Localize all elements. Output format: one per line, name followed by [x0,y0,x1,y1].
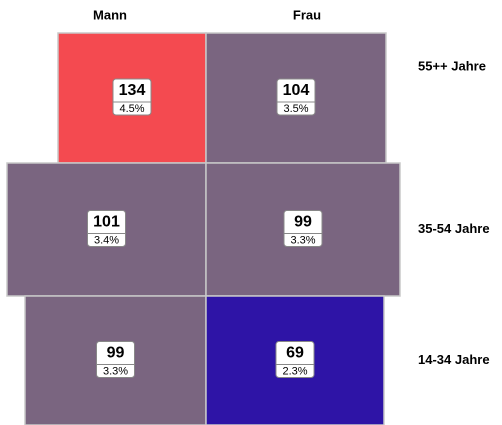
row-label: 14-34 Jahre [418,352,490,367]
label-box [112,78,152,116]
cell-value: 104 [283,82,310,99]
cell-value: 134 [119,82,146,99]
label-box [283,210,323,247]
cell-share: 3.5% [283,103,308,115]
label-box [275,341,315,378]
label-box [276,78,316,116]
row-label: 55++ Jahre [418,58,486,73]
column-header: Frau [293,7,321,22]
cell-value: 69 [286,345,304,362]
cell-share: 4.5% [119,103,144,115]
label-box [87,210,126,247]
column-header: Mann [93,7,127,22]
cell-value: 101 [93,214,120,231]
cell-value: 99 [107,345,125,362]
cell-share: 2.3% [282,365,307,377]
label-box [96,341,135,378]
cell-value: 99 [294,214,312,231]
cell-share: 3.4% [94,234,119,246]
row-label: 35-54 Jahre [418,221,490,236]
cell-share: 3.3% [290,234,315,246]
cell-share: 3.3% [103,365,128,377]
